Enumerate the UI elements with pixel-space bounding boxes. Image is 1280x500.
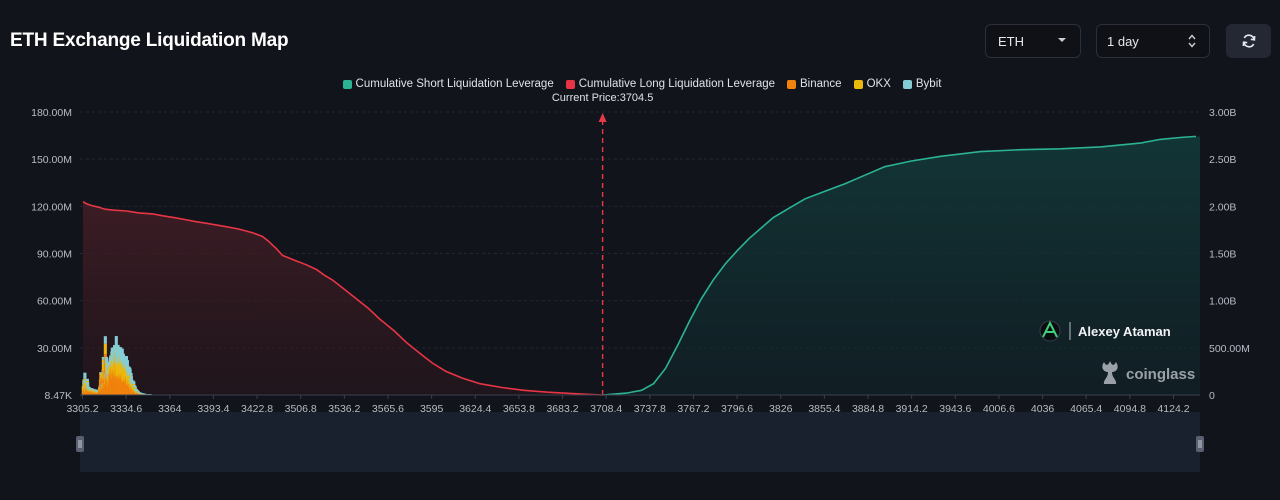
y-right-tick-label: 1.50B [1209, 249, 1236, 261]
author-name: Alexey Ataman [1078, 324, 1171, 339]
legend-label-binance: Binance [800, 78, 842, 90]
y-left-tick-label: 60.00M [37, 296, 72, 308]
short-cumulative-line [602, 135, 1196, 396]
refresh-button[interactable] [1226, 24, 1271, 58]
legend-binance[interactable]: Binance [787, 76, 842, 92]
bar-bybit [132, 381, 136, 384]
y-right-tick-label: 3.00B [1209, 107, 1236, 119]
coinglass-watermark: coinglass [1102, 361, 1195, 384]
chart-legend: Cumulative Short Liquidation Leverage Cu… [0, 76, 1280, 92]
bar-bybit [101, 356, 105, 360]
bar-bybit [106, 362, 110, 370]
bar-bybit [95, 389, 99, 391]
short-cumulative-area [602, 136, 1200, 395]
legend-swatch-binance [787, 79, 797, 89]
up-down-icon [1188, 34, 1196, 48]
legend-short[interactable]: Cumulative Short Liquidation Leverage [342, 76, 554, 92]
legend-label-short: Cumulative Short Liquidation Leverage [355, 78, 554, 90]
chevron-down-icon [1058, 38, 1066, 42]
navigator-handle-left [76, 436, 84, 452]
bar-bybit [104, 356, 108, 364]
bar-okx [103, 343, 107, 355]
legend-label-long: Cumulative Long Liquidation Leverage [578, 78, 776, 90]
legend-swatch-okx [853, 79, 863, 89]
bar-bybit [86, 385, 90, 389]
page-title: ETH Exchange Liquidation Map [10, 30, 289, 51]
y-left-tick-label: 90.00M [37, 249, 72, 261]
author-logo-icon [1042, 320, 1058, 338]
range-select-value: 1 day [1107, 33, 1139, 49]
y-right-tick-label: 2.50B [1209, 154, 1236, 166]
bar-bybit [128, 369, 132, 376]
bar-bybit [85, 378, 89, 382]
y-left-tick-label: 8.47K [45, 390, 72, 402]
legend-bybit[interactable]: Bybit [902, 76, 942, 92]
bar-bybit [93, 389, 97, 390]
y-right-tick-label: 2.00B [1209, 201, 1236, 213]
bar-bybit [129, 376, 133, 380]
bar-bybit [99, 372, 103, 373]
coin-select[interactable]: ETH [985, 24, 1081, 58]
y-left-tick-label: 150.00M [31, 154, 72, 166]
bar-bybit [101, 362, 106, 364]
navigator-handle-right [1196, 436, 1204, 452]
legend-swatch-long [565, 79, 575, 89]
current-price-label: Current Price:3704.5 [552, 92, 654, 104]
refresh-icon [1242, 34, 1255, 48]
bar-bybit [136, 390, 140, 391]
bar-bybit [133, 386, 137, 388]
y-left-tick-label: 120.00M [31, 201, 72, 213]
legend-swatch-bybit [902, 79, 912, 89]
y-right-tick-label: 1.00B [1209, 296, 1236, 308]
bar-bybit [103, 336, 107, 344]
bar-bybit [133, 385, 137, 389]
legend-swatch-short [342, 79, 352, 89]
bar-okx [101, 363, 106, 371]
long-cumulative-line [82, 200, 603, 396]
range-navigator [80, 412, 1200, 472]
bar-bybit [134, 388, 139, 391]
y-right-tick-label: 500.00M [1209, 343, 1250, 355]
coin-select-value: ETH [998, 33, 1024, 49]
legend-label-bybit: Bybit [915, 78, 942, 90]
y-right-tick-label: 0 [1209, 390, 1215, 402]
y-left-tick-label: 180.00M [31, 107, 72, 119]
bar-bybit [86, 382, 90, 386]
bar-bybit [83, 372, 87, 379]
long-cumulative-area [83, 201, 603, 395]
author-badge: Alexey Ataman [1039, 320, 1171, 342]
bar-bybit [141, 393, 146, 395]
bar-bybit [125, 360, 129, 368]
coinglass-logo-icon [1102, 361, 1118, 384]
coinglass-wordmark: coinglass [1126, 366, 1195, 383]
bar-bybit [91, 388, 95, 390]
legend-label-okx: OKX [866, 78, 891, 90]
range-select[interactable]: 1 day [1096, 24, 1210, 58]
legend-long[interactable]: Cumulative Long Liquidation Leverage [565, 76, 776, 92]
bar-bybit [129, 372, 133, 376]
bar-bybit [114, 336, 118, 348]
bar-bybit [136, 391, 140, 393]
y-left-tick-label: 30.00M [37, 343, 72, 355]
legend-okx[interactable]: OKX [853, 76, 891, 92]
bar-bybit [83, 380, 88, 383]
current-price-arrow [598, 113, 607, 122]
bar-bybit [141, 393, 145, 394]
bar-bybit [87, 386, 91, 389]
